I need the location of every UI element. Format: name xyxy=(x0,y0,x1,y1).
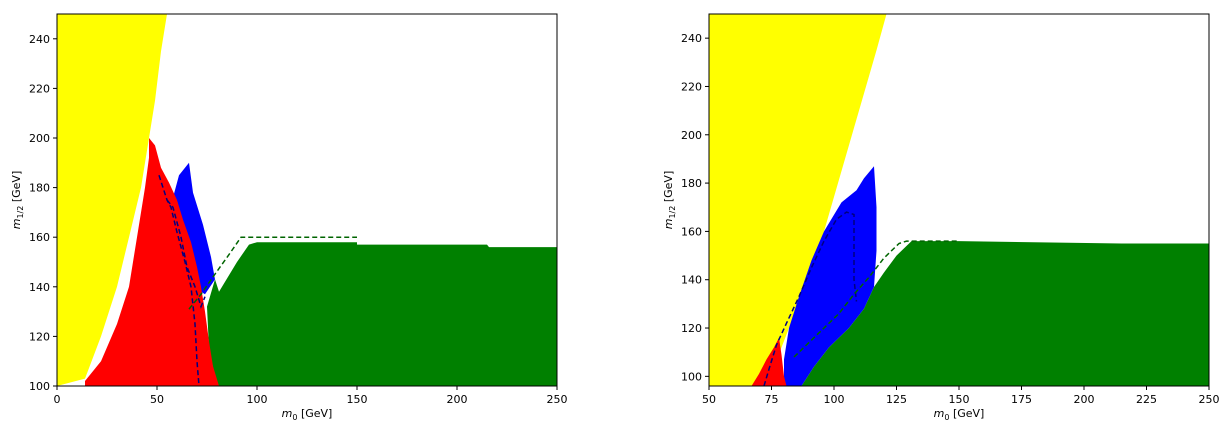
left-x-tick-label: 250 xyxy=(547,393,568,406)
right-x-tick-label: 50 xyxy=(702,393,716,406)
left-dashed-contours xyxy=(158,174,357,386)
left-x-tick-label: 200 xyxy=(447,393,468,406)
left-red-region xyxy=(85,138,219,386)
left-x-tick-label: 0 xyxy=(54,393,61,406)
left-x-axis-label: m0 [GeV] xyxy=(282,407,333,421)
right-y-tick-label: 180 xyxy=(681,177,702,190)
right-x-tick-label: 125 xyxy=(886,393,907,406)
right-x-tick-label: 75 xyxy=(765,393,779,406)
right-y-ticks: 100 120 140 160 180 200 220 240 xyxy=(681,32,709,383)
right-y-tick-label: 220 xyxy=(681,80,702,93)
right-dashed-contours xyxy=(763,211,959,386)
left-regions xyxy=(57,14,557,386)
left-y-axis-label: m1/2 [GeV] xyxy=(10,171,25,230)
left-chart: 0 50 100 150 200 250 100 120 140 160 180 200 220 240… xyxy=(10,13,568,421)
right-x-tick-label: 200 xyxy=(1074,393,1095,406)
left-x-tick-label: 150 xyxy=(347,393,368,406)
left-y-tick-label: 200 xyxy=(29,132,50,145)
left-y-tick-label: 220 xyxy=(29,82,50,95)
right-x-tick-label: 250 xyxy=(1199,393,1220,406)
left-green-region xyxy=(207,242,557,386)
right-green-region xyxy=(801,241,1209,386)
right-x-tick-label: 225 xyxy=(1136,393,1157,406)
right-dashed-contour-2 xyxy=(793,240,959,358)
right-x-tick-label: 100 xyxy=(824,393,845,406)
left-y-tick-label: 180 xyxy=(29,182,50,195)
right-x-axis-label: m0 [GeV] xyxy=(934,407,985,421)
left-dashed-contour-2 xyxy=(166,199,206,309)
right-y-tick-label: 100 xyxy=(681,370,702,383)
right-x-tick-label: 175 xyxy=(1011,393,1032,406)
right-y-tick-label: 160 xyxy=(681,225,702,238)
left-dashed-contour-3 xyxy=(188,236,357,310)
right-chart: 50 75 100 125 150 175 200 225 250 100 120 140 160 18… xyxy=(662,13,1220,421)
right-y-axis-label: m1/2 [GeV] xyxy=(662,171,677,230)
left-plot-frame xyxy=(56,13,558,387)
left-y-tick-label: 120 xyxy=(29,330,50,343)
left-x-tick-label: 100 xyxy=(247,393,268,406)
right-yellow-excluded-region xyxy=(709,14,887,386)
left-dashed-contour-1 xyxy=(158,174,200,386)
left-y-tick-label: 240 xyxy=(29,33,50,46)
left-x-ticks: 0 50 100 150 200 250 xyxy=(54,386,568,406)
right-x-tick-label: 150 xyxy=(949,393,970,406)
right-y-tick-label: 120 xyxy=(681,322,702,335)
left-yellow-excluded-region xyxy=(57,14,167,386)
right-y-tick-label: 140 xyxy=(681,274,702,287)
right-y-tick-label: 200 xyxy=(681,129,702,142)
right-y-tick-label: 240 xyxy=(681,32,702,45)
left-x-tick-label: 50 xyxy=(150,393,164,406)
left-y-tick-label: 100 xyxy=(29,380,50,393)
left-y-ticks: 100 120 140 160 180 200 220 240 xyxy=(29,33,57,393)
right-x-ticks: 50 75 100 125 150 175 200 225 250 xyxy=(702,386,1220,406)
left-y-tick-label: 140 xyxy=(29,281,50,294)
left-y-tick-label: 160 xyxy=(29,231,50,244)
right-red-region xyxy=(751,337,787,386)
